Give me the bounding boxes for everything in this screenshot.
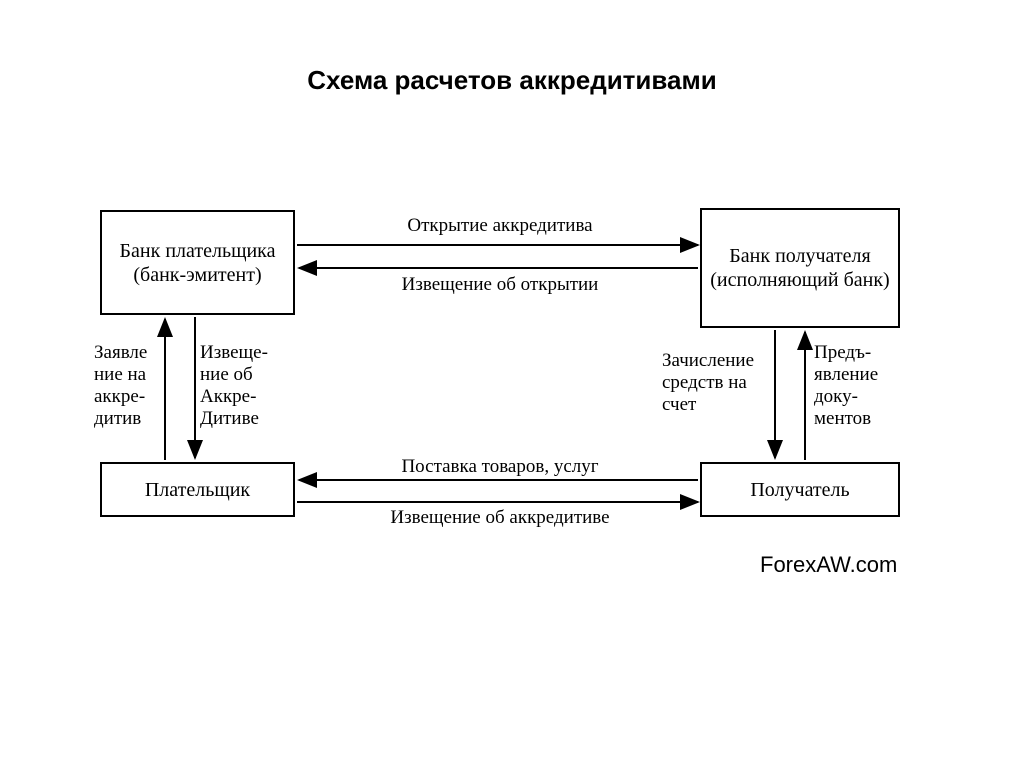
edge-label-present-docs: Предъ- явление доку- ментов bbox=[814, 342, 878, 429]
node-payer-bank: Банк плательщика (банк-эмитент) bbox=[100, 210, 295, 315]
edge-label-credit-funds: Зачисление средств на счет bbox=[662, 350, 754, 416]
edge-label-notify-open: Извещение об открытии bbox=[300, 274, 700, 296]
node-label: Банк получателя (исполняющий банк) bbox=[702, 244, 898, 292]
edge-label-supply: Поставка товаров, услуг bbox=[300, 456, 700, 478]
node-payer: Плательщик bbox=[100, 462, 295, 517]
node-label: Плательщик bbox=[145, 478, 250, 502]
edge-label-notify-lc2: Извещение об аккредитиве bbox=[300, 507, 700, 529]
flowchart-diagram: Банк плательщика (банк-эмитент) Банк пол… bbox=[0, 0, 1024, 767]
node-label: Банк плательщика (банк-эмитент) bbox=[102, 239, 293, 287]
edge-label-notify-lc: Извеще- ние об Аккре- Дитиве bbox=[200, 342, 268, 429]
node-label: Получатель bbox=[750, 478, 849, 502]
edge-label-open-lc: Открытие аккредитива bbox=[300, 215, 700, 237]
node-receiver: Получатель bbox=[700, 462, 900, 517]
edge-label-app-lc: Заявле ние на аккре- дитив bbox=[94, 342, 147, 429]
source-attribution: ForexAW.com bbox=[760, 552, 897, 578]
node-receiver-bank: Банк получателя (исполняющий банк) bbox=[700, 208, 900, 328]
